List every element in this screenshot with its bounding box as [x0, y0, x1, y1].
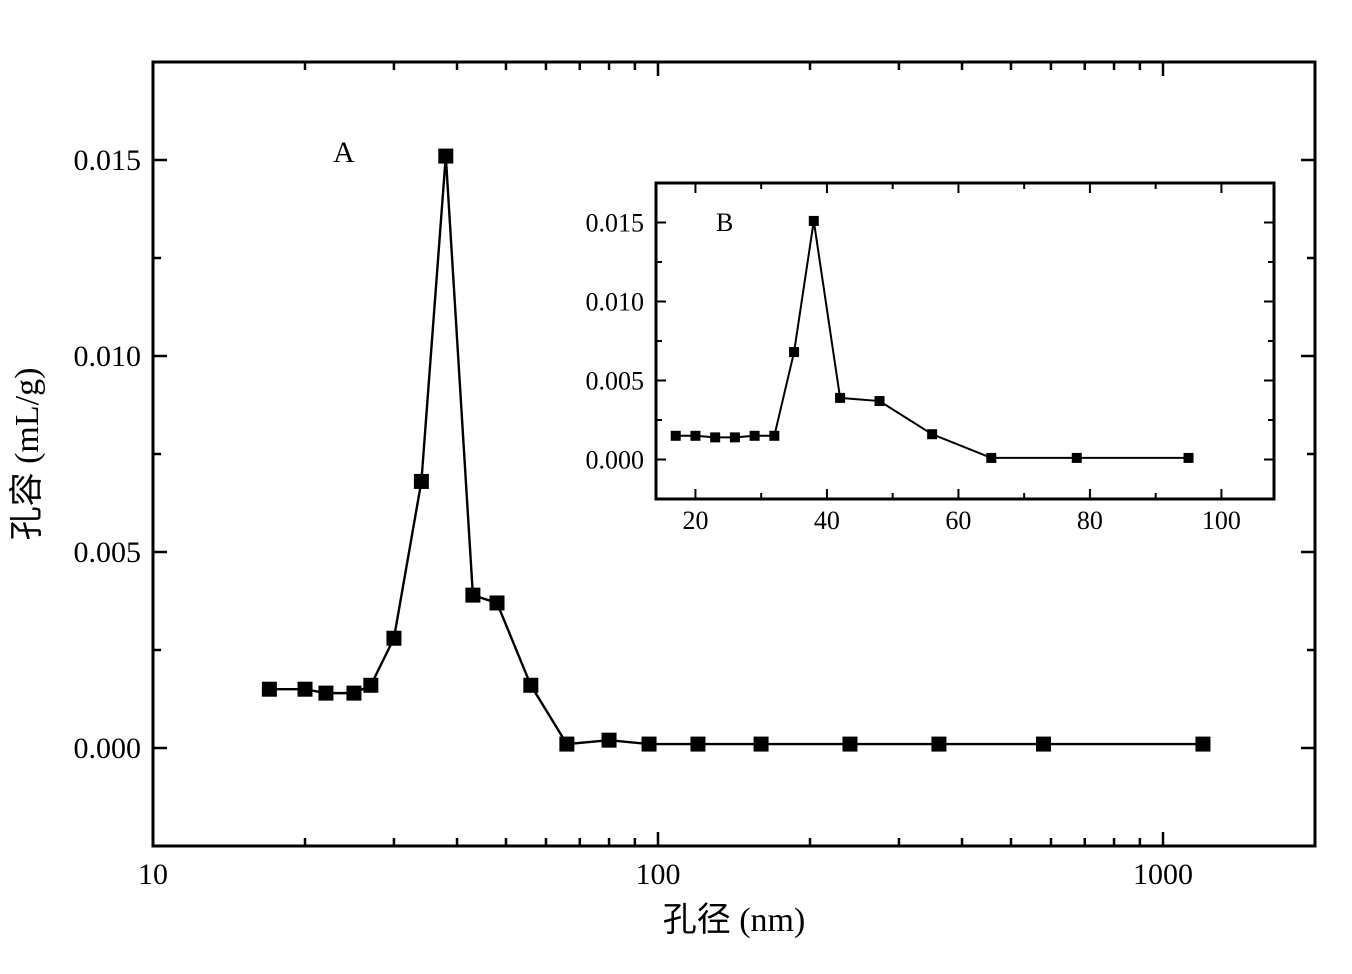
inset-x-tick-label: 60	[945, 506, 971, 535]
main-y-tick-label: 0.010	[74, 340, 142, 373]
main-panel-label: A	[333, 136, 355, 169]
inset-y-tick-label: 0.000	[586, 446, 645, 475]
inset-x-tick-label: 100	[1202, 506, 1241, 535]
main-y-tick-label: 0.000	[74, 732, 142, 765]
main-y-tick-label: 0.005	[74, 536, 142, 569]
inset-panel-label: B	[716, 208, 733, 237]
inset-x-tick-label: 40	[814, 506, 840, 535]
main-x-tick-label: 100	[635, 858, 680, 891]
main-y-tick-label: 0.015	[74, 144, 142, 177]
main-x-tick-label: 1000	[1133, 858, 1193, 891]
x-axis-label: 孔径 (nm)	[663, 901, 806, 939]
inset-y-tick-label: 0.005	[586, 367, 645, 396]
inset-x-tick-label: 80	[1077, 506, 1103, 535]
y-axis-label: 孔容 (mL/g)	[8, 368, 46, 541]
inset-x-tick-label: 20	[682, 506, 708, 535]
chart-svg: 10 100 1000 0.000 0.005 0.010 0.015 A 20 40 60 80 10…	[0, 0, 1352, 974]
chart-container: 10 100 1000 0.000 0.005 0.010 0.015 A 20 40 60 80 10…	[0, 0, 1352, 974]
inset-y-tick-label: 0.010	[586, 288, 645, 317]
main-x-tick-label: 10	[138, 858, 168, 891]
inset-y-tick-label: 0.015	[586, 209, 645, 238]
